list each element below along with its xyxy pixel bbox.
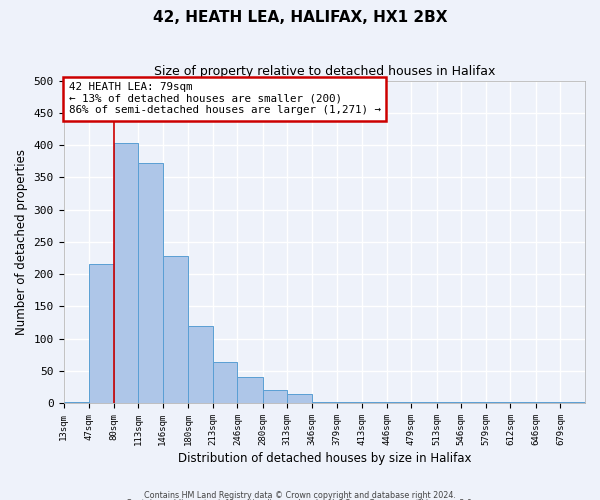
Bar	[486, 402, 511, 403]
Bar	[64, 402, 89, 403]
Bar	[536, 402, 560, 403]
Bar	[461, 402, 486, 403]
Bar	[238, 378, 263, 403]
Bar	[560, 402, 585, 403]
Bar	[386, 402, 411, 403]
Bar	[312, 402, 337, 403]
Bar	[287, 394, 312, 403]
Text: Contains public sector information licensed under the Open Government Licence v3: Contains public sector information licen…	[126, 499, 474, 500]
Bar	[138, 163, 163, 403]
Bar	[362, 402, 386, 403]
Y-axis label: Number of detached properties: Number of detached properties	[15, 149, 28, 335]
Bar	[511, 402, 536, 403]
Text: 42 HEATH LEA: 79sqm
← 13% of detached houses are smaller (200)
86% of semi-detac: 42 HEATH LEA: 79sqm ← 13% of detached ho…	[69, 82, 381, 116]
X-axis label: Distribution of detached houses by size in Halifax: Distribution of detached houses by size …	[178, 452, 471, 465]
Bar	[213, 362, 238, 403]
Bar	[263, 390, 287, 403]
Text: Contains HM Land Registry data © Crown copyright and database right 2024.: Contains HM Land Registry data © Crown c…	[144, 490, 456, 500]
Bar	[437, 402, 461, 403]
Bar	[188, 326, 213, 403]
Bar	[337, 402, 362, 403]
Title: Size of property relative to detached houses in Halifax: Size of property relative to detached ho…	[154, 65, 495, 78]
Bar	[411, 402, 437, 403]
Bar	[113, 143, 138, 403]
Bar	[89, 264, 113, 403]
Text: 42, HEATH LEA, HALIFAX, HX1 2BX: 42, HEATH LEA, HALIFAX, HX1 2BX	[153, 10, 447, 25]
Bar	[163, 256, 188, 403]
